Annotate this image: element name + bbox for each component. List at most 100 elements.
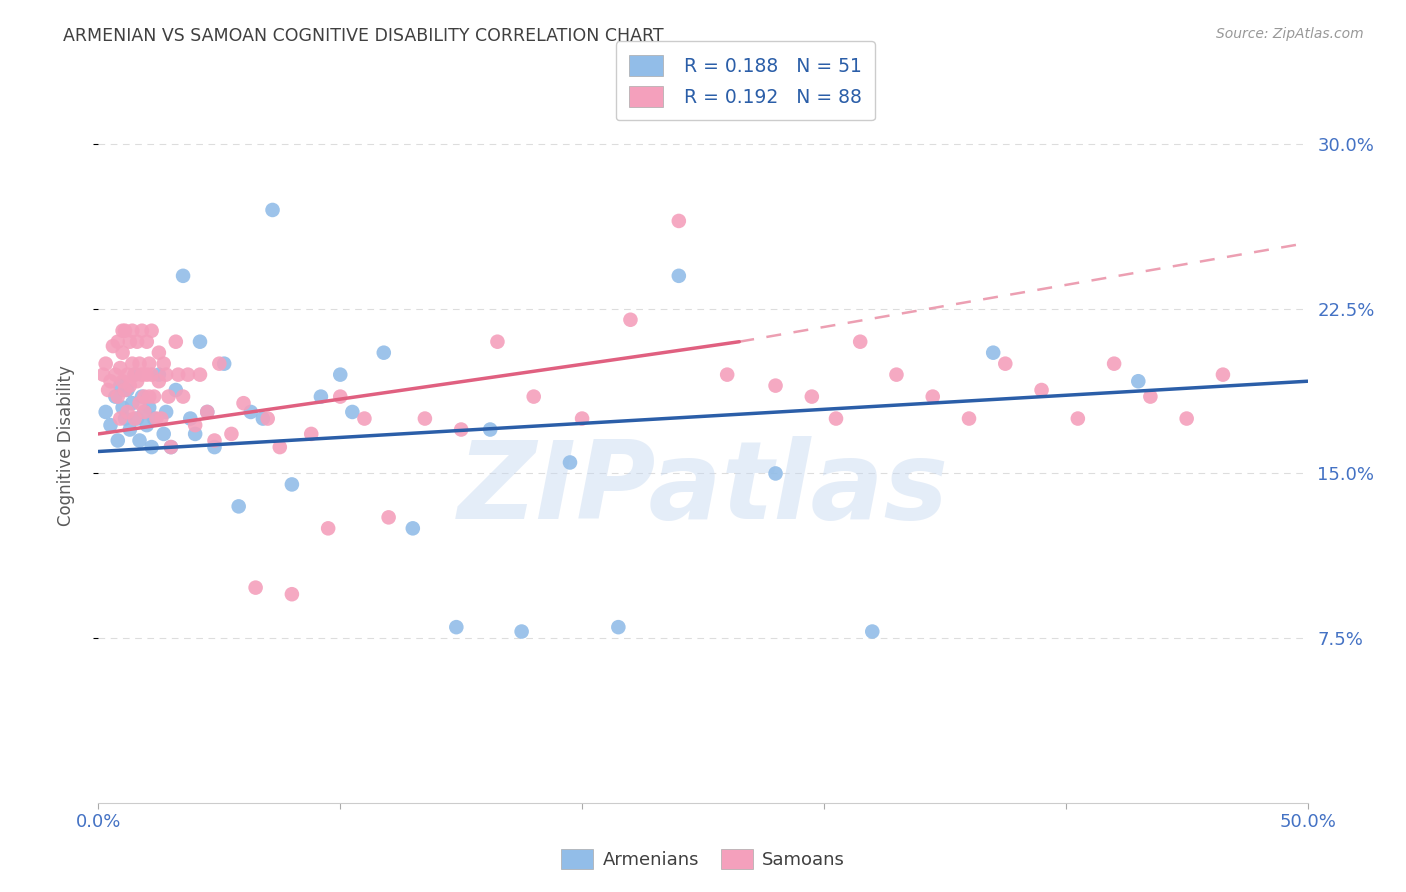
Point [143,411,166,425]
Point [101,339,124,353]
Point [765,378,787,392]
Point [479,423,502,437]
Point [221,426,243,441]
Point [172,268,194,283]
Point [94,357,117,371]
Point [160,440,183,454]
Point [1067,411,1090,425]
Point [957,411,980,425]
Point [377,510,399,524]
Point [117,405,139,419]
Point [262,202,284,217]
Point [118,423,141,437]
Point [111,324,134,338]
Point [134,405,156,419]
Point [1175,411,1198,425]
Point [1139,390,1161,404]
Point [252,411,274,425]
Point [121,324,143,338]
Point [111,401,134,415]
Point [373,345,395,359]
Point [160,440,183,454]
Point [104,368,127,382]
Point [114,411,136,425]
Point [765,467,787,481]
Point [108,361,131,376]
Point [167,368,190,382]
Point [329,390,352,404]
Point [121,357,143,371]
Point [148,368,170,382]
Point [108,378,131,392]
Point [127,374,149,388]
Point [269,440,291,454]
Text: ZIPatlas: ZIPatlas [457,436,949,541]
Point [329,368,352,382]
Point [107,434,129,448]
Point [118,378,141,392]
Point [155,405,177,419]
Point [256,411,278,425]
Point [157,390,180,404]
Point [825,411,848,425]
Point [299,426,322,441]
Point [1128,374,1150,388]
Point [668,268,690,283]
Point [886,368,908,382]
Point [117,368,139,382]
Point [281,477,304,491]
Point [150,411,173,425]
Point [128,434,150,448]
Point [97,383,120,397]
Point [523,390,546,404]
Point [111,345,134,359]
Point [342,405,364,419]
Point [107,334,129,349]
Point [860,624,883,639]
Point [446,620,468,634]
Point [281,587,304,601]
Point [127,411,149,425]
Point [228,500,250,514]
Point [1212,368,1234,382]
Point [138,401,160,415]
Text: ARMENIAN VS SAMOAN COGNITIVE DISABILITY CORRELATION CHART: ARMENIAN VS SAMOAN COGNITIVE DISABILITY … [63,27,664,45]
Y-axis label: Cognitive Disability: Cognitive Disability [56,366,75,526]
Point [239,405,262,419]
Point [184,426,207,441]
Point [179,411,201,425]
Point [981,345,1004,359]
Point [1102,357,1125,371]
Point [94,405,117,419]
Point [849,334,872,349]
Point [152,426,174,441]
Point [177,368,200,382]
Point [571,411,593,425]
Point [619,312,641,326]
Point [204,434,226,448]
Point [145,411,167,425]
Point [208,357,231,371]
Point [510,624,533,639]
Point [607,620,630,634]
Point [558,455,581,469]
Point [188,368,211,382]
Legend: Armenians, Samoans: Armenians, Samoans [553,839,853,879]
Point [108,411,131,425]
Point [131,324,153,338]
Point [148,374,170,388]
Point [128,396,150,410]
Point [131,390,153,404]
Point [402,521,425,535]
Point [450,423,472,437]
Point [309,390,332,404]
Point [100,374,122,388]
Point [155,368,177,382]
Point [165,383,187,397]
Point [195,405,218,419]
Point [148,345,170,359]
Point [111,374,134,388]
Point [141,368,163,382]
Point [188,334,211,349]
Legend:   R = 0.188   N = 51,   R = 0.192   N = 88: R = 0.188 N = 51, R = 0.192 N = 88 [616,42,875,120]
